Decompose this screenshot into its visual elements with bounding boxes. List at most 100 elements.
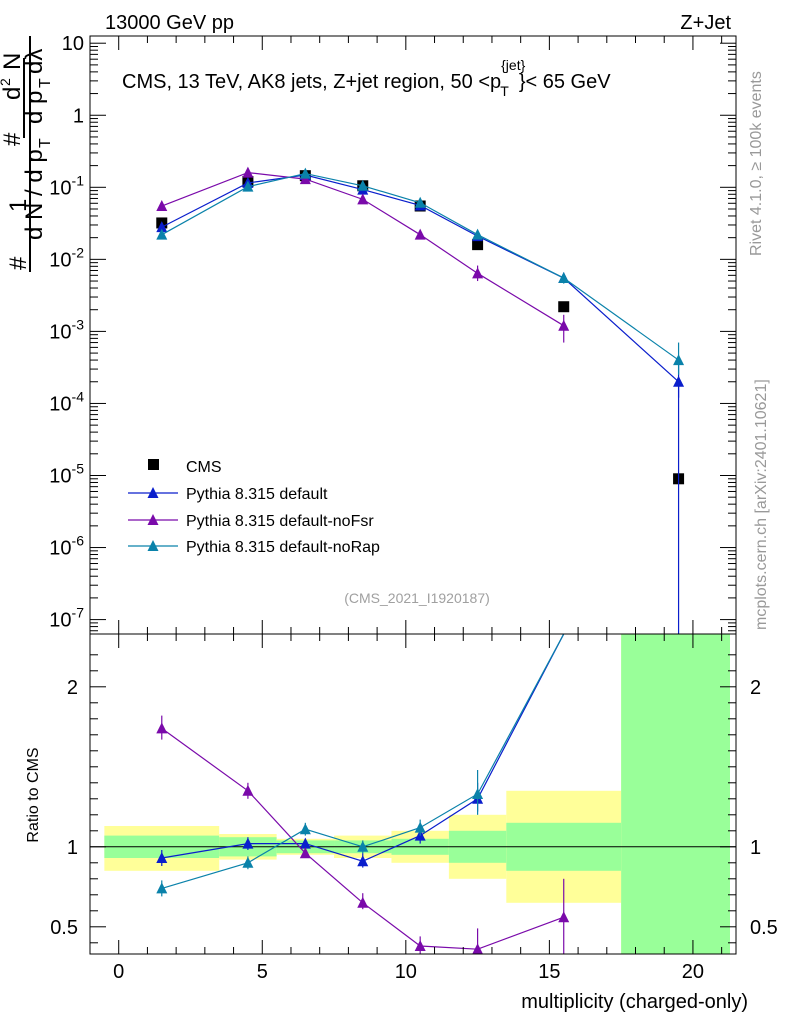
pythia-8-315-default-nofsr-marker	[242, 166, 254, 178]
pythia-8-315-default-marker	[156, 221, 168, 233]
pythia-8-315-default-norap-ratio-marker	[156, 882, 168, 894]
tick-base: 1	[73, 105, 84, 127]
main-title-superscript: {jet}	[501, 57, 525, 73]
pythia-8-315-default-nofsr-ratio-marker	[357, 896, 369, 908]
pythia-8-315-default-norap-marker	[357, 179, 369, 191]
ylabel-dpt: d p	[21, 91, 48, 124]
ratio-y-tick-label-right: 1	[750, 837, 761, 859]
main-y-tick-label: 10-1	[49, 172, 84, 199]
main-y-tick-label: 10-4	[49, 388, 84, 415]
pythia-8-315-default-nofsr-ratio-marker	[558, 911, 570, 923]
pythia-8-315-default-nofsr-marker	[472, 267, 484, 279]
pythia-8-315-default-norap-marker	[472, 228, 484, 240]
legend-marker-default	[147, 487, 159, 498]
analysis-id-watermark: (CMS_2021_I1920187)	[344, 590, 490, 606]
ylabel-one: 1	[5, 199, 32, 212]
main-title-start: CMS, 13 TeV, AK8 jets, Z+jet region, 50 …	[122, 71, 501, 93]
ylabel-dlambda: dλ	[21, 49, 48, 74]
x-tick-label: 0	[113, 961, 124, 983]
ratio-y-axis-label: Ratio to CMS	[25, 747, 42, 842]
tick-base: 10	[49, 465, 71, 487]
ylabel-pt-sub-2: T	[37, 78, 54, 88]
ratio-panel: 0.5 0.51 12 20 5 10 15 20 Ratio to CMS multipli…	[25, 633, 778, 1013]
pythia-8-315-default-ratio-marker	[156, 852, 168, 863]
pythia-8-315-default-norap-marker	[414, 196, 426, 208]
x-tick-label: 20	[682, 961, 704, 983]
ratio-plot-frame	[89, 633, 737, 955]
ratio-stat-band	[621, 634, 730, 954]
x-tick-label: 10	[395, 961, 417, 983]
legend-label-norap: Pythia 8.315 default-noRap	[186, 539, 380, 556]
pythia-8-315-default-ratio-marker	[357, 855, 369, 867]
main-axis-ticks	[89, 36, 736, 634]
ylabel-hash-2: #	[0, 132, 26, 146]
legend-marker-nofsr	[147, 514, 159, 525]
pythia-8-315-default-nofsr-ratio-marker	[156, 722, 168, 734]
main-y-tick-label: 10-2	[49, 244, 84, 271]
tick-exponent: -1	[72, 172, 85, 188]
pythia-8-315-default-norap-line	[161, 172, 679, 361]
legend-label-cms: CMS	[186, 459, 222, 476]
header-process-label: Z+Jet	[680, 12, 731, 34]
x-tick-label: 5	[257, 961, 268, 983]
x-tick-label: 15	[538, 961, 560, 983]
main-title-subscript: T	[500, 83, 509, 99]
main-title-end: }< 65 GeV	[519, 71, 611, 93]
pythia-8-315-default-norap-ratio-marker	[414, 821, 426, 833]
tick-exponent: -7	[72, 605, 85, 621]
legend-label-nofsr: Pythia 8.315 default-noFsr	[186, 513, 374, 530]
rivet-version-label: Rivet 4.1.0, ≥ 100k events	[748, 71, 765, 256]
tick-exponent: -6	[72, 533, 85, 549]
ratio-y-tick-label-left: 1	[67, 837, 78, 859]
pythia-8-315-default-norap-marker	[242, 180, 254, 192]
tick-base: 10	[49, 610, 71, 632]
ratio-y-tick-label-right: 2	[750, 677, 761, 699]
tick-exponent: -5	[72, 460, 85, 476]
legend: CMS Pythia 8.315 default Pythia 8.315 de…	[128, 459, 380, 556]
ylabel-d: d	[0, 87, 26, 100]
pythia-8-315-default-norap-ratio-marker	[299, 823, 311, 835]
main-y-tick-label: 1	[73, 105, 84, 127]
cms-data-point	[472, 239, 484, 251]
pythia-8-315-default-norap-marker	[673, 354, 685, 366]
pythia-8-315-default-nofsr-marker	[558, 319, 570, 331]
pythia-8-315-default-nofsr-ratio-marker	[414, 940, 426, 951]
pythia-8-315-default-norap-ratio-marker	[242, 856, 254, 868]
tick-base: 10	[49, 249, 71, 271]
pythia-8-315-default-norap-ratio-marker	[472, 788, 484, 799]
main-series-layer	[156, 166, 685, 634]
pythia-8-315-default-norap-marker	[299, 167, 311, 179]
legend-marker-norap	[147, 540, 159, 551]
legend-label-default: Pythia 8.315 default	[186, 486, 328, 503]
tick-base: 10	[49, 393, 71, 415]
main-y-tick-label: 10-3	[49, 316, 84, 343]
tick-base: 10	[62, 33, 84, 55]
ratio-y-tick-label-right: 0.5	[750, 917, 778, 939]
header-energy-label: 13000 GeV pp	[105, 12, 234, 34]
ylabel-hash-1: #	[5, 256, 32, 270]
main-title: CMS, 13 TeV, AK8 jets, Z+jet region, 50 …	[122, 57, 611, 99]
legend-marker-cms	[148, 459, 159, 470]
pythia-8-315-default-norap-ratio-marker	[357, 840, 369, 852]
cms-data-point	[558, 301, 570, 313]
tick-base: 10	[49, 321, 71, 343]
pythia-8-315-default-norap-marker	[558, 272, 570, 284]
main-y-tick-label: 10-5	[49, 460, 84, 487]
tick-base: 10	[49, 538, 71, 560]
tick-exponent: -4	[72, 388, 85, 404]
ylabel-n: N	[0, 53, 26, 70]
ratio-y-tick-label-left: 2	[67, 677, 78, 699]
pythia-8-315-default-nofsr-marker	[299, 173, 311, 185]
pythia-8-315-default-nofsr-marker	[357, 193, 369, 205]
ylabel-dn-dpt: d N / d p	[21, 149, 48, 240]
tick-exponent: -2	[72, 244, 85, 260]
x-axis-label: multiplicity (charged-only)	[521, 991, 748, 1013]
pythia-8-315-default-nofsr-marker	[414, 228, 426, 240]
ratio-uncertainty-bands	[104, 634, 730, 954]
pythia-8-315-default-nofsr-marker	[156, 200, 168, 212]
pythia-8-315-default-nofsr-ratio-marker	[242, 784, 254, 796]
ylabel-sup-two: 2	[0, 78, 13, 86]
